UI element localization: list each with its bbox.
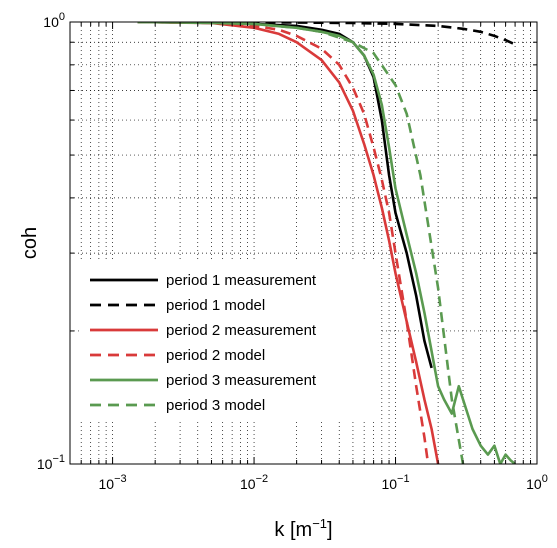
legend-label-4: period 2 model (166, 347, 265, 364)
legend-label-1: period 1 measurement (166, 272, 317, 289)
series-line-2 (137, 22, 516, 46)
legend-label-3: period 2 measurement (166, 322, 317, 339)
x-tick-label: 10−1 (381, 473, 409, 492)
tick-marks (69, 21, 538, 465)
y-axis-label: coh (19, 227, 41, 259)
x-tick-label: 100 (526, 473, 548, 492)
legend-label-2: period 1 model (166, 297, 265, 314)
x-axis-label: k [m−1] (274, 516, 332, 541)
y-tick-label: 100 (43, 11, 65, 30)
legend-background (80, 260, 380, 422)
x-tick-label: 10−2 (240, 473, 268, 492)
x-tick-label: 10−3 (99, 473, 127, 492)
tick-labels: 10−3 10−2 10−1 100 10−1 100 (37, 11, 548, 492)
legend-label-6: period 3 model (166, 397, 265, 414)
legend: period 1 measurement period 1 model period… (80, 260, 380, 422)
x-axis-label-sup: −1 (312, 516, 327, 531)
y-tick-label: 10−1 (37, 453, 65, 472)
x-axis-label-close: ] (327, 519, 333, 541)
series-line-3 (137, 22, 440, 464)
series-line-4 (137, 22, 430, 464)
x-axis-label-main: k [m (274, 519, 312, 541)
legend-label-5: period 3 measurement (166, 372, 317, 389)
axes-box (69, 21, 538, 465)
